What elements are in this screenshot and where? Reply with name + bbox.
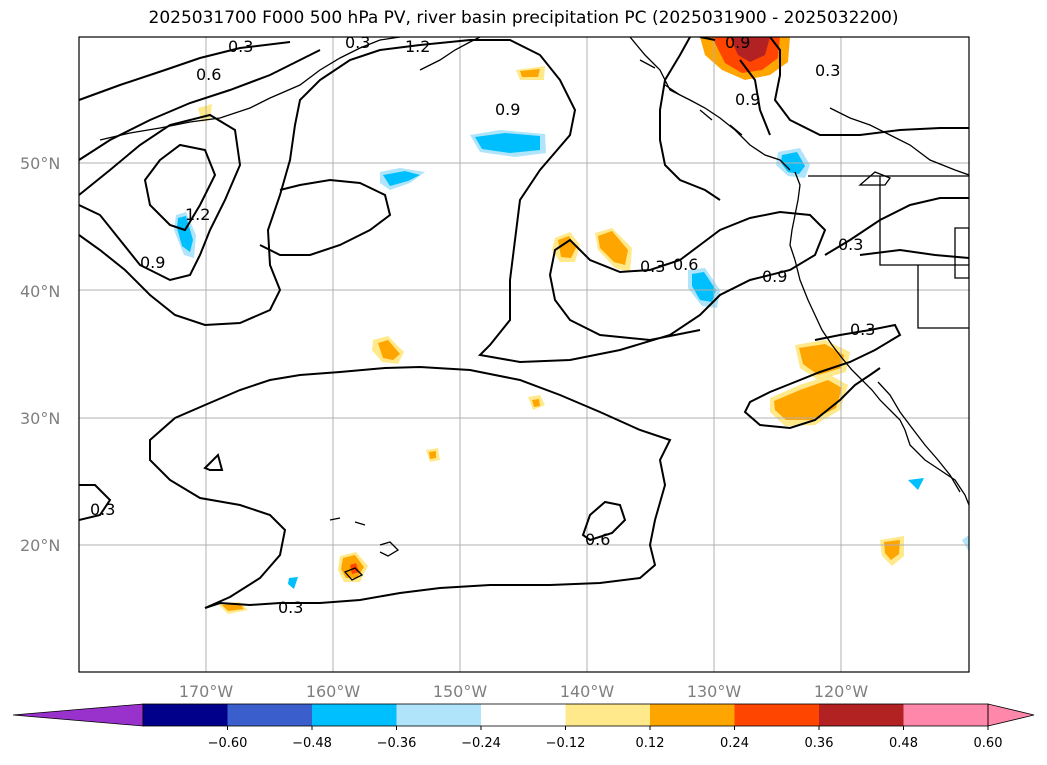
colorbar-under-arrow [12,703,144,727]
colorbar-bin [143,704,228,726]
contour-label: 0.9 [735,90,760,109]
colorbar-tick-label: −0.60 [208,736,248,751]
colorbar-tick-label: 0.24 [720,736,749,751]
colorbar-tick-label: 0.60 [974,736,1003,751]
contour-label: 0.3 [815,61,840,80]
contour-label: 0.9 [725,33,750,52]
contour-label: 0.9 [495,100,520,119]
contour-label: 1.2 [405,37,430,56]
colorbar-tick-label: −0.24 [461,736,501,751]
colorbar-bin [734,704,820,726]
coastlines [99,37,969,581]
contour-label: 0.3 [278,598,303,617]
contour-label: 0.3 [838,235,863,254]
lon-label-130w: 130°W [687,682,742,701]
colorbar-tick-label: 0.36 [805,736,834,751]
lon-label-170w: 170°W [179,682,234,701]
colorbar-bin [650,704,735,726]
colorbar-tick-label: 0.12 [636,736,665,751]
lon-label-160w: 160°W [306,682,361,701]
lat-label-50n: 50°N [20,154,60,173]
graticule [79,37,969,672]
latitude-labels: 50°N 40°N 30°N 20°N [20,154,60,555]
contour-label: 0.3 [850,320,875,339]
pv-contours [79,37,969,609]
colorbar-tick-label: −0.48 [292,736,332,751]
lon-label-120w: 120°W [814,682,869,701]
contour-label: 0.9 [762,267,787,286]
map-title: 2025031700 F000 500 hPa PV, river basin … [148,8,899,28]
precip-fills [174,37,969,614]
lon-label-150w: 150°W [433,682,488,701]
contour-label: 0.3 [90,500,115,519]
colorbar-tick-label: −0.36 [377,736,417,751]
contour-label: 0.6 [585,530,610,549]
lon-label-140w: 140°W [560,682,615,701]
contour-label: 0.3 [345,33,370,52]
lat-label-20n: 20°N [20,536,60,555]
contour-label: 0.3 [640,257,665,276]
colorbar-tick-label: 0.48 [889,736,918,751]
colorbar-over-arrow [987,703,1035,727]
contour-label: 1.2 [185,205,210,224]
lat-label-30n: 30°N [20,409,60,428]
longitude-labels: 170°W 160°W 150°W 140°W 130°W 120°W [179,682,869,701]
contour-label: 0.6 [673,255,698,274]
colorbar-bin [481,704,566,726]
contour-label: 0.6 [196,65,221,84]
contour-label: 0.3 [228,37,253,56]
colorbar-bin [565,704,651,726]
colorbar-bin [312,704,397,726]
colorbar: −0.60 −0.48 −0.36 −0.24 −0.12 0.12 0.24 0.36 0.4… [12,703,1035,751]
contour-label: 0.9 [140,253,165,272]
colorbar-bin [819,704,904,726]
contour-labels: 0.3 0.6 0.9 0.9 1.2 0.9 0.3 0.9 0.3 0.3 … [90,33,875,617]
colorbar-bin [227,704,313,726]
colorbar-bin [903,704,989,726]
colorbar-bin [396,704,482,726]
lat-label-40n: 40°N [20,282,60,301]
colorbar-tick-label: −0.12 [546,736,586,751]
